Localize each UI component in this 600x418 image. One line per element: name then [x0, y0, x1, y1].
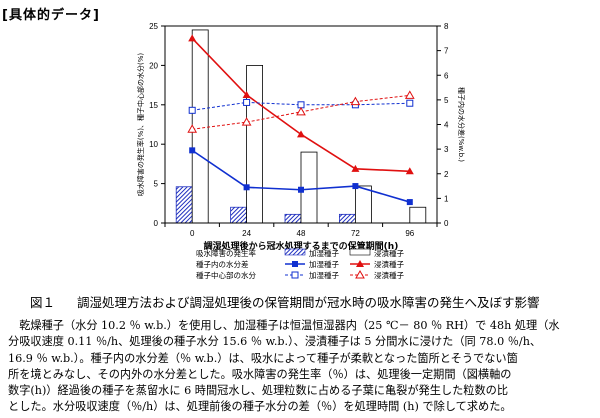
point-soaked-center-moisture	[296, 106, 306, 116]
legend-series-label: 浸漬種子	[374, 270, 404, 280]
y-right-tick-label: 3	[444, 145, 449, 154]
legend-row-label: 種子中心部の水分	[196, 270, 256, 280]
x-tick-label: 96	[405, 229, 414, 238]
x-tick-label: 24	[242, 229, 251, 238]
x-tick-label: 0	[190, 229, 195, 238]
x-axis-title: 調湿処理後から冠水処理するまでの保管期間(h)	[204, 240, 399, 252]
y-left-tick-label: 10	[149, 140, 158, 149]
y-left-tick-label: 15	[149, 101, 158, 110]
note-line: 分吸収速度 0.11 ％/h、処理後の種子水分 15.6 ％ w.b.）、浸漬種…	[8, 335, 542, 349]
point-humidified-center-moisture	[243, 98, 251, 106]
y-left-tick-label: 0	[154, 219, 159, 228]
legend-series-label: 浸漬種子	[374, 248, 404, 258]
point-humidified-moisture-diff	[243, 184, 250, 191]
y-right-tick-label: 7	[444, 47, 449, 56]
point-humidified-moisture-diff	[189, 147, 196, 154]
point-soaked-center-moisture	[404, 90, 415, 99]
bar-soaked	[409, 206, 427, 224]
point-soaked-moisture-diff	[188, 34, 197, 42]
note-line: 所を境とみなし、その内外の水分差とした。吸水障害の発生率（％）は、処理後一定期間…	[8, 367, 512, 381]
note-line: とした。水分吸収速度（％/h）は、処理前後の種子水分の差（％）を処理時間 (h)…	[8, 400, 512, 414]
y-left-tick-label: 25	[149, 22, 158, 31]
point-soaked-center-moisture	[350, 96, 361, 106]
bar-humidified	[284, 213, 302, 224]
bar-soaked	[191, 29, 209, 224]
y-left-axis-title: 吸水障害の発生率(%)、種子中心部の水分(%)	[136, 53, 145, 196]
line-humidified-center-moisture	[192, 101, 410, 111]
point-soaked-moisture-diff	[297, 130, 305, 138]
figure-note: 乾燥種子（水分 10.2 ％ w.b.）を使用し、加湿種子は恒温恒湿器内（25 …	[8, 318, 592, 416]
point-soaked-moisture-diff	[351, 164, 360, 172]
y-right-tick-label: 2	[444, 170, 449, 179]
point-soaked-moisture-diff	[405, 167, 414, 175]
legend-series-label: 加湿種子	[309, 270, 339, 280]
x-tick-label: 72	[351, 229, 360, 238]
note-line: 16.9 ％ w.b.）。種子内の水分差（％ w.b.）は、吸水によって種子が柔…	[8, 351, 518, 365]
legend-row-label: 吸水障害の発生率	[196, 248, 256, 258]
bar-soaked	[246, 65, 264, 224]
bar-soaked	[354, 185, 372, 224]
y-right-tick-label: 0	[444, 219, 449, 228]
y-right-tick-label: 6	[444, 71, 449, 80]
y-right-tick-label: 4	[444, 121, 449, 130]
section-title: [具体的データ]	[2, 8, 100, 23]
y-right-tick-label: 8	[444, 22, 449, 31]
note-line: 乾燥種子（水分 10.2 ％ w.b.）を使用し、加湿種子は恒温恒湿器内（25 …	[8, 319, 560, 332]
point-soaked-center-moisture	[187, 124, 198, 133]
legend-swatch-bar	[349, 248, 371, 256]
legend-series-label: 浸漬種子	[374, 259, 404, 269]
figure-caption: 図１ 調湿処理方法および調湿処理後の保管期間が冠水時の吸水障害の発生へ及ぼす影響	[30, 292, 540, 311]
point-soaked-center-moisture	[241, 117, 252, 126]
legend-swatch-marker	[292, 261, 298, 267]
legend-row-label: 種子内の水分差	[196, 259, 249, 269]
figure-number: 図１	[30, 295, 56, 310]
point-humidified-center-moisture	[406, 99, 414, 107]
legend-swatch-marker	[356, 260, 364, 267]
legend-series-label: 加湿種子	[309, 259, 339, 269]
point-humidified-moisture-diff	[298, 186, 304, 193]
point-humidified-moisture-diff	[406, 199, 413, 206]
note-line: 数字(h)）経過後の種子を蒸留水に 6 時間冠水し、処理粒数に占める子葉に亀裂が…	[8, 384, 509, 398]
point-soaked-moisture-diff	[242, 90, 251, 98]
y-left-tick-label: 5	[154, 180, 159, 189]
y-left-tick-label: 20	[149, 61, 158, 70]
x-tick-label: 48	[297, 229, 306, 238]
legend-swatch-marker	[355, 269, 365, 279]
point-humidified-moisture-diff	[352, 183, 359, 190]
y-right-axis-title: 種子内の水分差(%w.b.)	[457, 87, 466, 162]
point-humidified-center-moisture	[188, 106, 196, 114]
legend-swatch-bar	[284, 248, 306, 256]
bar-humidified	[338, 213, 356, 224]
figure-caption-text: 調湿処理方法および調湿処理後の保管期間が冠水時の吸水障害の発生へ及ぼす影響	[77, 295, 540, 310]
y-right-tick-label: 5	[444, 96, 449, 105]
legend-series-label: 加湿種子	[309, 248, 339, 258]
bar-humidified	[175, 186, 193, 224]
y-right-tick-label: 1	[444, 194, 449, 203]
legend-swatch-marker	[291, 271, 299, 279]
bar-humidified	[230, 206, 248, 224]
legend: 吸水障害の発生率種子内の水分差種子中心部の水分加湿種子加湿種子加湿種子浸漬種子浸…	[196, 248, 404, 280]
chart: 0 5 10 15 20 25 0 1 2 3 4 5 6 7 8 0 24 48 72 96 調湿処理後から冠水処理す…	[136, 22, 466, 280]
